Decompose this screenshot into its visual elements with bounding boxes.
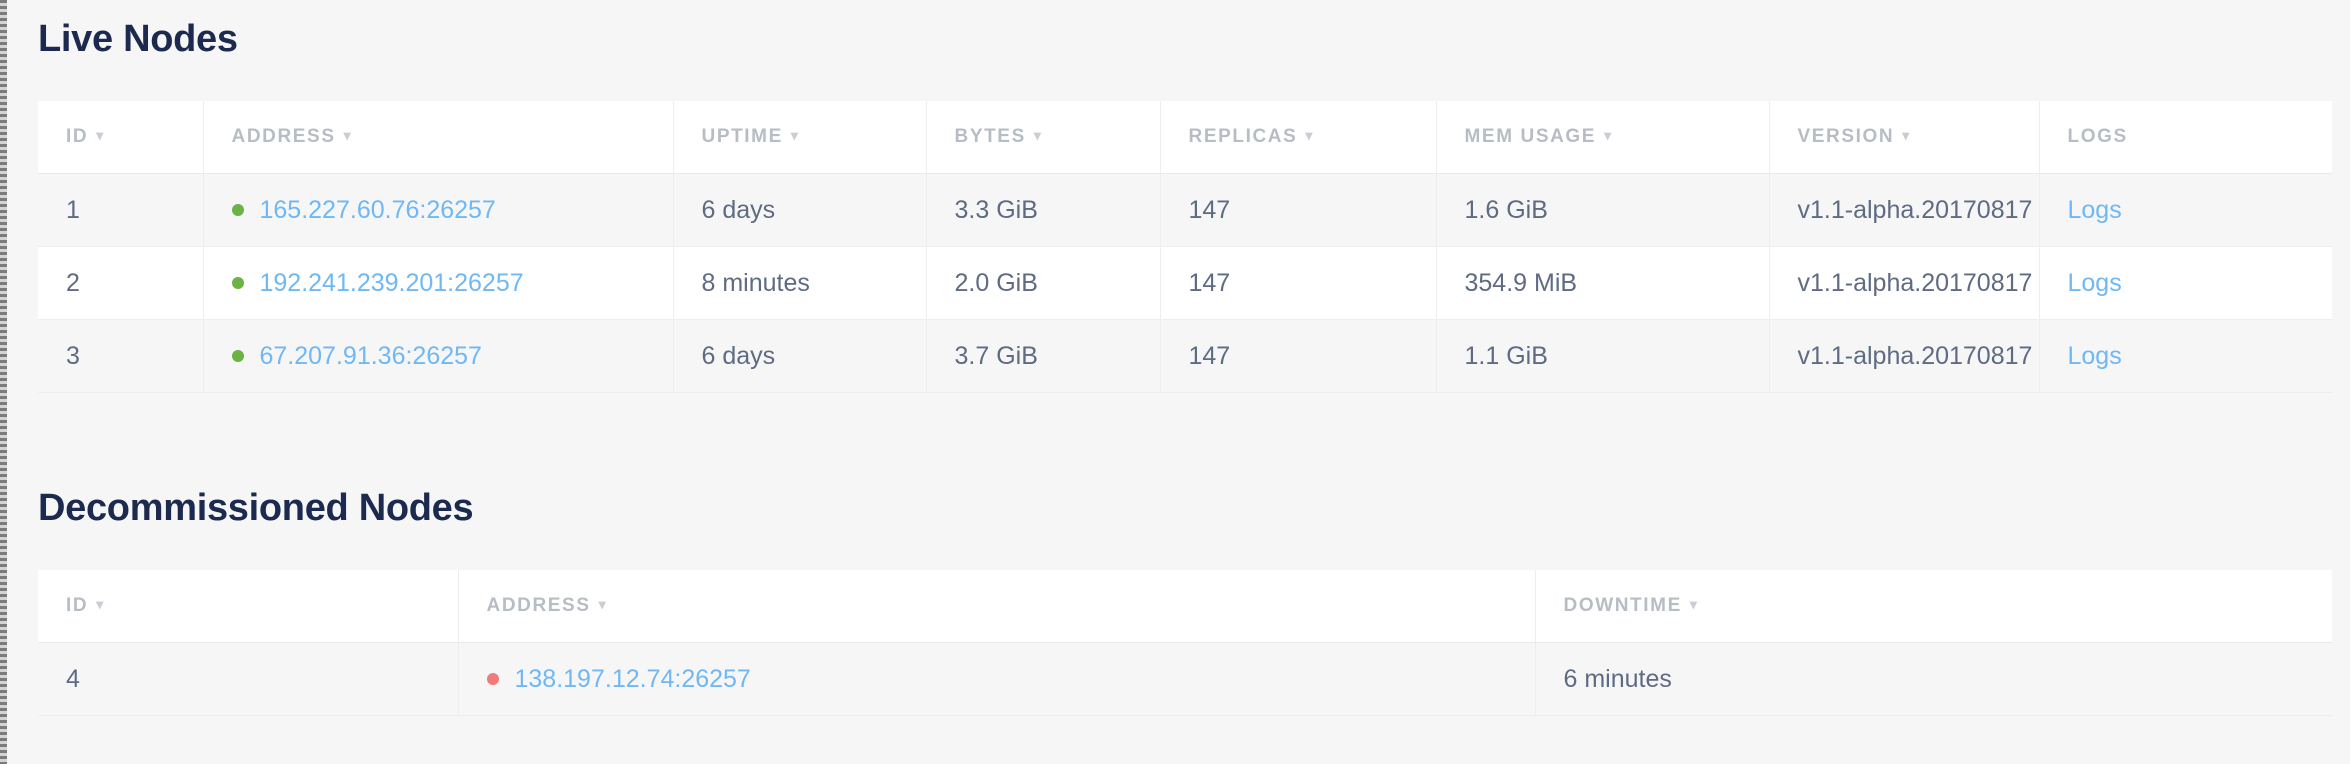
column-header-bytes[interactable]: BYTES ▾: [926, 101, 1161, 174]
logs-link[interactable]: Logs: [2067, 341, 2122, 370]
cell-version: v1.1-alpha.20170817: [1769, 319, 2040, 393]
column-header-logs: LOGS: [2039, 101, 2332, 174]
cell-uptime: 6 days: [673, 173, 927, 247]
logs-link[interactable]: Logs: [2067, 195, 2122, 224]
column-header-uptime-label: UPTIME: [701, 126, 783, 147]
column-header-bytes-label: BYTES: [954, 126, 1026, 147]
sort-caret-icon[interactable]: ▾: [1033, 127, 1043, 143]
column-header-downtime-label: DOWNTIME: [1563, 595, 1682, 616]
sort-caret-icon[interactable]: ▾: [1689, 596, 1699, 612]
cell-version: v1.1-alpha.20170817: [1769, 246, 2040, 320]
cell-uptime: 6 days: [673, 319, 927, 393]
sort-caret-icon[interactable]: ▾: [598, 596, 608, 612]
cell-address: 192.241.239.201:26257: [203, 246, 674, 320]
cell-replicas: 147: [1160, 319, 1437, 393]
cell-id: 3: [38, 319, 204, 393]
column-header-id-label: ID: [66, 595, 89, 616]
cell-replicas: 147: [1160, 173, 1437, 247]
live-table-header-row: ID ▾ ADDRESS ▾ UPTIME ▾ BYTES ▾ REPLICAS ▾ ME…: [38, 101, 2332, 174]
cell-logs: Logs: [2039, 319, 2332, 393]
column-header-version-label: VERSION: [1797, 126, 1895, 147]
status-dot-live-icon: [231, 277, 244, 289]
cell-mem-usage: 1.6 GiB: [1436, 173, 1770, 247]
cell-version: v1.1-alpha.20170817: [1769, 173, 2040, 247]
status-dot-live-icon: [231, 350, 244, 362]
cell-bytes: 3.3 GiB: [926, 173, 1161, 247]
column-header-mem-usage-label: MEM USAGE: [1464, 126, 1597, 147]
sort-caret-icon[interactable]: ▾: [96, 596, 105, 612]
column-header-address-label: ADDRESS: [231, 126, 336, 147]
column-header-address-label: ADDRESS: [486, 595, 591, 616]
column-header-replicas-label: REPLICAS: [1188, 126, 1298, 147]
table-row: 1 165.227.60.76:26257 6 days 3.3 GiB 147…: [38, 173, 2332, 247]
decommissioned-table-header-row: ID ▾ ADDRESS ▾ DOWNTIME ▾: [38, 570, 2332, 643]
column-header-version[interactable]: VERSION ▾: [1769, 101, 2040, 174]
cell-id: 1: [38, 173, 204, 247]
table-row: 2 192.241.239.201:26257 8 minutes 2.0 Gi…: [38, 246, 2332, 320]
status-dot-dead-icon: [486, 673, 499, 685]
cell-replicas: 147: [1160, 246, 1437, 320]
cell-uptime: 8 minutes: [673, 246, 927, 320]
sort-caret-icon[interactable]: ▾: [343, 127, 353, 143]
node-address-link[interactable]: 192.241.239.201:26257: [259, 268, 524, 297]
column-header-logs-label: LOGS: [2067, 126, 2128, 147]
cell-id: 2: [38, 246, 204, 320]
cell-bytes: 3.7 GiB: [926, 319, 1161, 393]
table-row: 3 67.207.91.36:26257 6 days 3.7 GiB 147 …: [38, 319, 2332, 393]
table-row: 4 138.197.12.74:26257 6 minutes: [38, 642, 2332, 716]
sort-caret-icon[interactable]: ▾: [1902, 127, 1911, 143]
decommissioned-nodes-table: ID ▾ ADDRESS ▾ DOWNTIME ▾ 4 138.197.12.74:2…: [38, 570, 2332, 716]
cell-address: 138.197.12.74:26257: [458, 642, 1536, 716]
sort-caret-icon[interactable]: ▾: [790, 127, 800, 143]
column-header-id[interactable]: ID ▾: [38, 101, 204, 174]
cell-id: 4: [38, 642, 459, 716]
cell-logs: Logs: [2039, 173, 2332, 247]
node-address-link[interactable]: 67.207.91.36:26257: [259, 341, 482, 370]
cell-address: 67.207.91.36:26257: [203, 319, 674, 393]
column-header-address[interactable]: ADDRESS ▾: [203, 101, 674, 174]
decommissioned-nodes-title: Decommissioned Nodes: [38, 487, 474, 529]
column-header-address[interactable]: ADDRESS ▾: [458, 570, 1536, 643]
cell-mem-usage: 354.9 MiB: [1436, 246, 1770, 320]
node-address-link[interactable]: 165.227.60.76:26257: [259, 195, 496, 224]
sort-caret-icon[interactable]: ▾: [1604, 127, 1613, 143]
cell-address: 165.227.60.76:26257: [203, 173, 674, 247]
window-left-edge: [0, 0, 7, 764]
sort-caret-icon[interactable]: ▾: [96, 127, 105, 143]
live-nodes-title: Live Nodes: [38, 18, 238, 60]
column-header-id-label: ID: [66, 126, 89, 147]
status-dot-live-icon: [231, 204, 244, 216]
column-header-mem-usage[interactable]: MEM USAGE ▾: [1436, 101, 1770, 174]
column-header-id[interactable]: ID ▾: [38, 570, 459, 643]
column-header-uptime[interactable]: UPTIME ▾: [673, 101, 927, 174]
node-address-link[interactable]: 138.197.12.74:26257: [514, 664, 751, 693]
cell-downtime: 6 minutes: [1535, 642, 2332, 716]
logs-link[interactable]: Logs: [2067, 268, 2122, 297]
cell-logs: Logs: [2039, 246, 2332, 320]
live-nodes-table: ID ▾ ADDRESS ▾ UPTIME ▾ BYTES ▾ REPLICAS ▾ ME…: [38, 101, 2332, 393]
column-header-downtime[interactable]: DOWNTIME ▾: [1535, 570, 2332, 643]
column-header-replicas[interactable]: REPLICAS ▾: [1160, 101, 1437, 174]
cell-bytes: 2.0 GiB: [926, 246, 1161, 320]
cell-mem-usage: 1.1 GiB: [1436, 319, 1770, 393]
sort-caret-icon[interactable]: ▾: [1305, 127, 1315, 143]
